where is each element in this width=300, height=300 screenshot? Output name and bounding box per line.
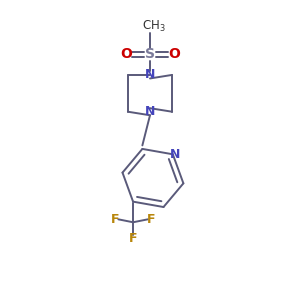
Text: F: F [147,213,156,226]
Text: O: O [120,47,132,61]
Text: CH$_3$: CH$_3$ [142,19,165,34]
Text: N: N [145,68,155,81]
Text: F: F [111,213,119,226]
Text: O: O [168,47,180,61]
Text: N: N [145,105,155,118]
Text: S: S [145,47,155,61]
Text: N: N [170,148,180,161]
Text: F: F [129,232,137,245]
